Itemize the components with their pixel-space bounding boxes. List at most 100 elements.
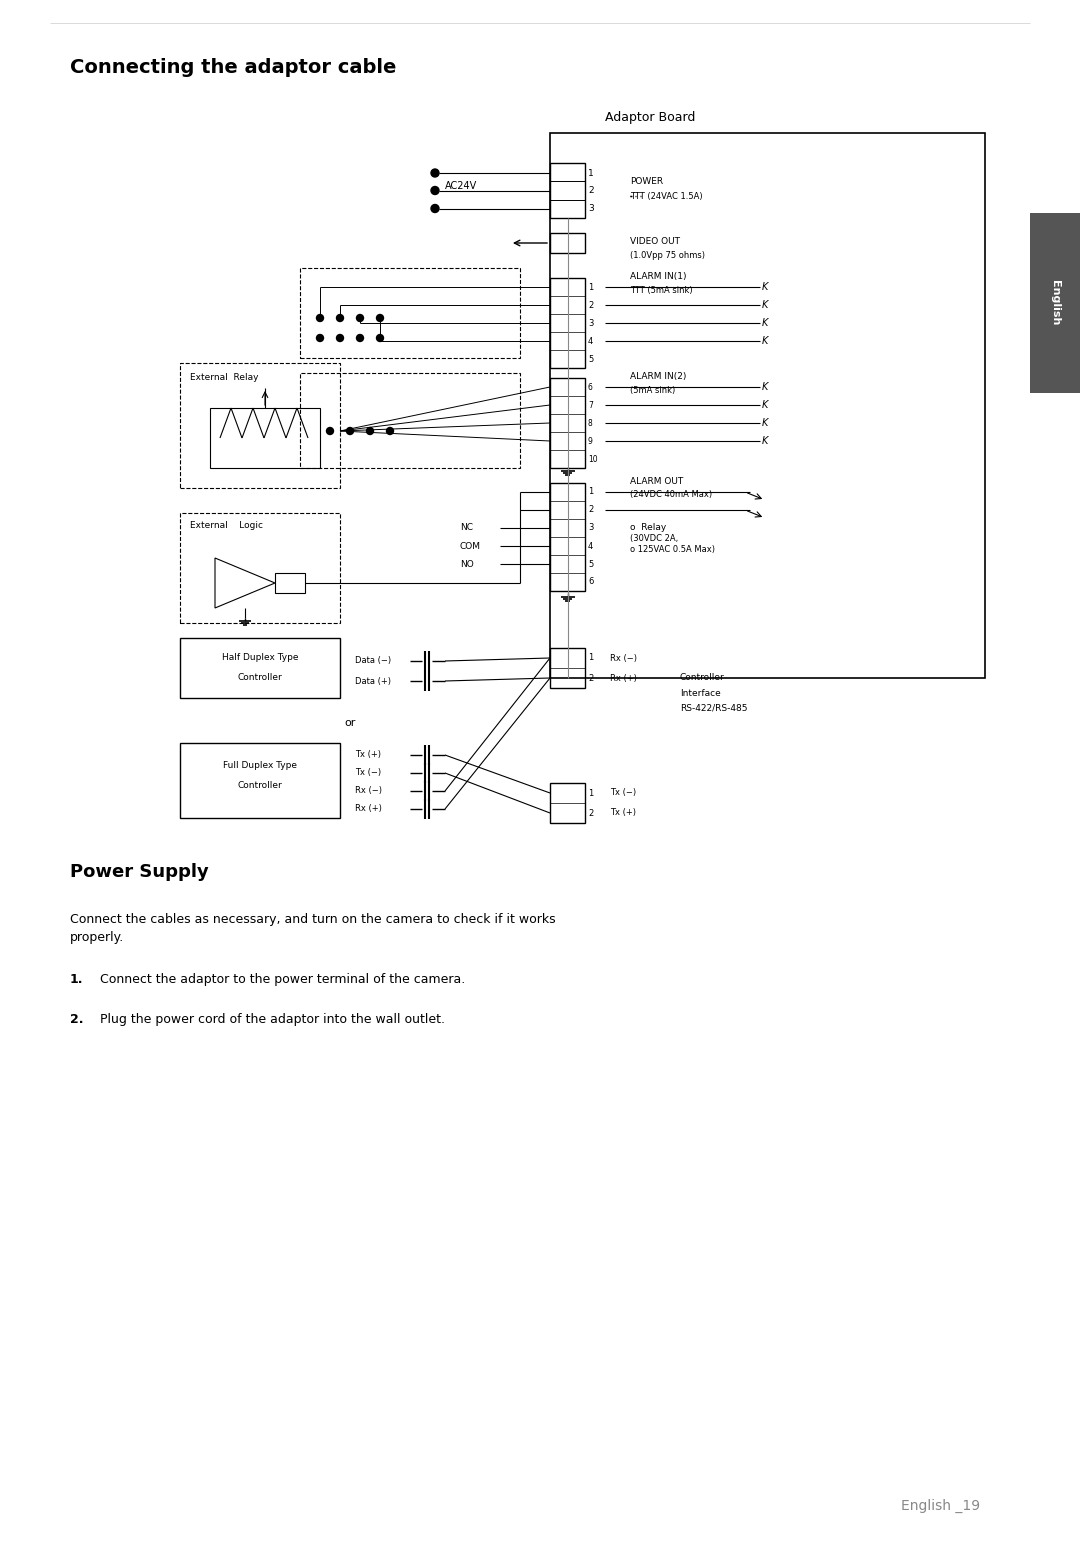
Text: 1: 1 — [588, 488, 593, 497]
Text: Adaptor Board: Adaptor Board — [605, 111, 696, 125]
Text: (24VDC 40mA Max): (24VDC 40mA Max) — [630, 491, 712, 500]
Text: AC24V: AC24V — [445, 181, 477, 191]
Bar — [210, 407, 320, 468]
Text: VIDEO OUT: VIDEO OUT — [630, 236, 680, 245]
Text: 2: 2 — [588, 506, 593, 514]
Text: 6: 6 — [588, 383, 593, 392]
Text: 3: 3 — [588, 204, 594, 213]
Text: ALARM OUT: ALARM OUT — [630, 477, 684, 486]
Bar — [275, 572, 305, 593]
Text: Connect the adaptor to the power terminal of the camera.: Connect the adaptor to the power termina… — [100, 974, 465, 986]
Text: 1: 1 — [588, 788, 593, 798]
Text: (30VDC 2A,: (30VDC 2A, — [630, 534, 678, 543]
Text: or: or — [345, 717, 355, 728]
Text: Data (−): Data (−) — [355, 656, 391, 665]
Bar — [180, 512, 340, 623]
Text: K: K — [762, 336, 768, 346]
Text: 2.: 2. — [70, 1014, 83, 1026]
Text: English _19: English _19 — [901, 1498, 980, 1514]
Text: 3: 3 — [588, 523, 593, 532]
Circle shape — [316, 335, 324, 341]
Text: Tx (+): Tx (+) — [355, 750, 381, 759]
Text: 2: 2 — [588, 301, 593, 310]
Bar — [180, 744, 340, 818]
Text: Data (+): Data (+) — [355, 676, 391, 685]
Bar — [180, 637, 340, 697]
Text: NC: NC — [460, 523, 473, 532]
Bar — [550, 782, 585, 822]
Text: 10: 10 — [588, 455, 597, 463]
Text: Controller: Controller — [238, 781, 282, 790]
Text: (1.0Vpp 75 ohms): (1.0Vpp 75 ohms) — [630, 250, 705, 259]
Text: 1: 1 — [588, 654, 593, 662]
Circle shape — [377, 335, 383, 341]
Bar — [180, 363, 340, 488]
Text: 8: 8 — [588, 418, 593, 427]
Bar — [550, 164, 585, 218]
Text: 4: 4 — [588, 336, 593, 346]
Bar — [550, 483, 585, 591]
Text: 6: 6 — [588, 577, 593, 586]
Text: 2: 2 — [588, 809, 593, 818]
Circle shape — [431, 187, 438, 194]
Text: K: K — [762, 282, 768, 292]
Text: RS-422/RS-485: RS-422/RS-485 — [680, 704, 747, 713]
Text: Rx (−): Rx (−) — [610, 654, 637, 662]
Text: Rx (+): Rx (+) — [355, 804, 382, 813]
Text: ALARM IN(1): ALARM IN(1) — [630, 272, 687, 281]
Text: Interface: Interface — [680, 688, 720, 697]
Bar — [200, 543, 320, 613]
Text: Tx (+): Tx (+) — [610, 809, 636, 818]
Text: NO: NO — [460, 560, 474, 568]
Text: External  Relay: External Relay — [190, 373, 258, 383]
Text: o  Relay: o Relay — [630, 523, 666, 532]
Bar — [550, 133, 985, 677]
Text: External    Logic: External Logic — [190, 520, 264, 529]
Text: 1.: 1. — [70, 974, 83, 986]
Text: Controller: Controller — [238, 673, 282, 682]
Circle shape — [431, 205, 438, 213]
Text: 5: 5 — [588, 355, 593, 364]
Text: 1: 1 — [588, 282, 593, 292]
Bar — [550, 278, 585, 367]
Text: TTT (5mA sink): TTT (5mA sink) — [630, 285, 692, 295]
Circle shape — [347, 427, 353, 435]
Text: Connecting the adaptor cable: Connecting the adaptor cable — [70, 59, 396, 77]
Text: 3: 3 — [588, 318, 593, 327]
Text: (5mA sink): (5mA sink) — [630, 386, 675, 395]
Text: K: K — [762, 299, 768, 310]
Circle shape — [431, 170, 438, 177]
Text: o 125VAC 0.5A Max): o 125VAC 0.5A Max) — [630, 545, 715, 554]
Text: Half Duplex Type: Half Duplex Type — [221, 654, 298, 662]
Text: K: K — [762, 400, 768, 410]
Text: TTT (24VAC 1.5A): TTT (24VAC 1.5A) — [630, 191, 703, 201]
Circle shape — [387, 427, 393, 435]
Bar — [550, 378, 585, 468]
Text: Power Supply: Power Supply — [70, 863, 208, 881]
Text: 2: 2 — [588, 187, 594, 194]
Text: K: K — [762, 318, 768, 329]
Text: Plug the power cord of the adaptor into the wall outlet.: Plug the power cord of the adaptor into … — [100, 1014, 445, 1026]
Bar — [1030, 213, 1080, 393]
Text: Rx (−): Rx (−) — [355, 787, 382, 796]
Circle shape — [377, 315, 383, 321]
Text: 1: 1 — [588, 168, 594, 177]
Text: 2: 2 — [588, 673, 593, 682]
Circle shape — [326, 427, 334, 435]
Text: Tx (−): Tx (−) — [355, 768, 381, 778]
Text: Controller: Controller — [680, 673, 725, 682]
Circle shape — [366, 427, 374, 435]
Circle shape — [316, 315, 324, 321]
Text: COM: COM — [460, 542, 481, 551]
Text: K: K — [762, 418, 768, 427]
Text: English: English — [1050, 281, 1059, 326]
Bar — [300, 268, 519, 358]
Text: 5: 5 — [588, 560, 593, 568]
Circle shape — [337, 335, 343, 341]
Text: K: K — [762, 437, 768, 446]
Text: 4: 4 — [588, 542, 593, 551]
Text: Tx (−): Tx (−) — [610, 788, 636, 798]
Text: Connect the cables as necessary, and turn on the camera to check if it works
pro: Connect the cables as necessary, and tur… — [70, 913, 555, 944]
Circle shape — [356, 335, 364, 341]
Text: Full Duplex Type: Full Duplex Type — [222, 761, 297, 770]
